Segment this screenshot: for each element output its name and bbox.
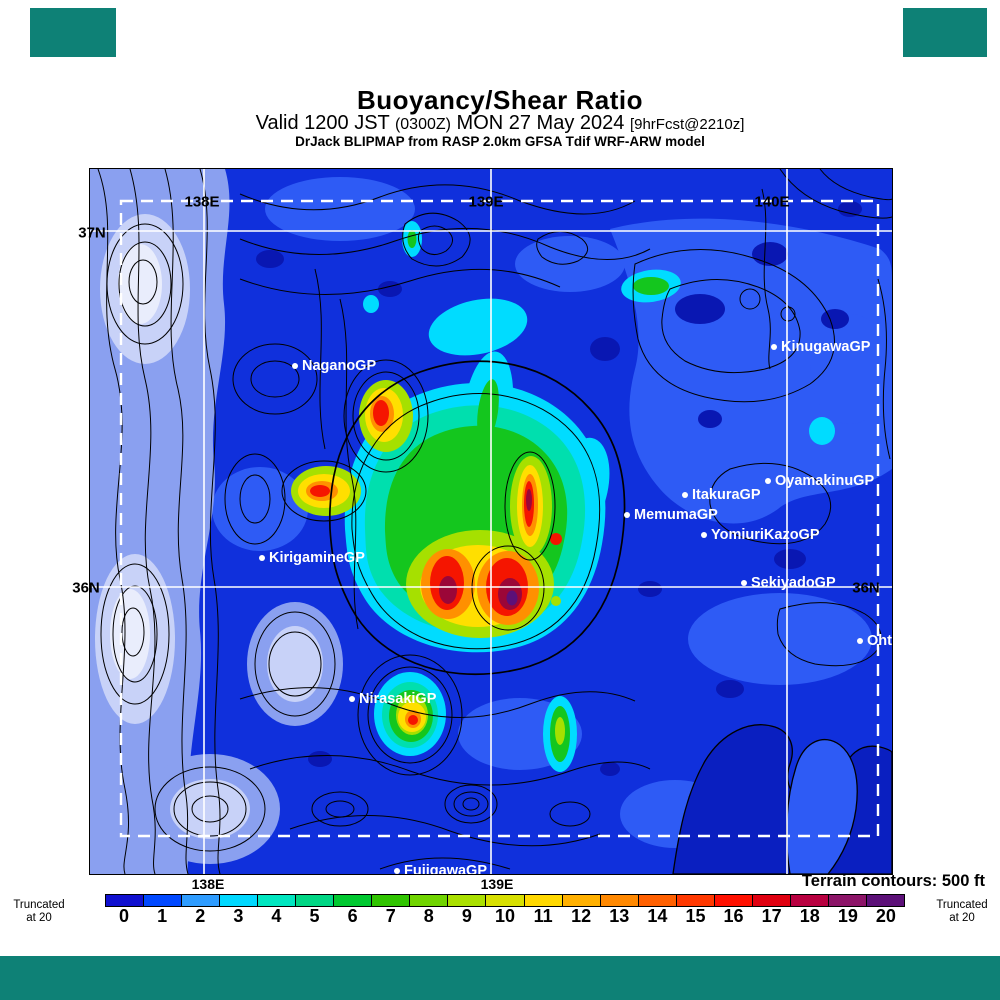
- valid-prefix: Valid 1200 JST: [255, 112, 395, 134]
- site-marker-dot: [857, 638, 863, 644]
- colorbar-segment: [865, 894, 905, 907]
- site-label-fujigawagp: FujigawaGP: [394, 863, 487, 875]
- dark-spots: [256, 201, 862, 776]
- site-name: MemumaGP: [634, 507, 718, 523]
- grid-label-138e: 138E: [184, 193, 220, 211]
- model-line: DrJack BLIPMAP from RASP 2.0km GFSA Tdif…: [295, 134, 705, 149]
- truncated-line2: at 20: [949, 911, 975, 924]
- colorbar-value: 8: [423, 906, 434, 926]
- site-label-nirasakigp: NirasakiGP: [349, 691, 436, 707]
- colorbar-value: 3: [233, 906, 244, 926]
- site-marker-dot: [701, 532, 707, 538]
- colorbar-value: 19: [837, 906, 858, 926]
- colorbar-value: 17: [761, 906, 782, 926]
- colorbar-value: 14: [647, 906, 668, 926]
- valid-fcst: [9hrFcst@2210z]: [629, 116, 745, 133]
- colorbar-value: 11: [533, 906, 553, 926]
- site-name: NirasakiGP: [359, 691, 437, 707]
- site-marker-dot: [765, 478, 771, 484]
- colorbar-value: 2: [195, 906, 206, 926]
- terrain-contours-note: Terrain contours: 500 ft: [801, 872, 985, 890]
- frame-accent-bottom: [0, 956, 1000, 1000]
- site-name: Ohtone: [867, 633, 892, 649]
- colorbar-value: 6: [347, 906, 358, 926]
- grid-label-139e: 139E: [468, 193, 504, 211]
- site-name: OyamakinuGP: [775, 473, 875, 489]
- axis-label-138e: 138E: [191, 876, 225, 892]
- grid-label-36n: 36N: [852, 579, 880, 597]
- frame-accent-top-right: [903, 8, 987, 57]
- valid-date: MON 27 May 2024: [450, 112, 630, 134]
- site-label-kirigaminegp: KirigamineGP: [259, 550, 365, 566]
- purple-core: [506, 590, 518, 606]
- site-label-yomiurikazogp: YomiuriKazoGP: [701, 527, 820, 543]
- axis-label-139e: 139E: [480, 876, 514, 892]
- colorbar-numbers: 0 1 2 3 4 5 6 7 8 9 10 11 12 13 14 15 16 17 18 19 20: [105, 906, 905, 928]
- site-name: SekiyadoGP: [751, 575, 836, 591]
- site-name: ItakuraGP: [692, 487, 761, 503]
- colorbar-truncated-left: Truncated at 20: [6, 899, 72, 924]
- site-marker-dot: [292, 363, 298, 369]
- truncated-line1: Truncated: [13, 899, 65, 911]
- colorbar: [105, 894, 905, 907]
- colorbar-value: 5: [309, 906, 320, 926]
- blipmap-canvas: NaganoGP KirigamineGP NirasakiGP FujigawaGP…: [89, 168, 893, 875]
- site-label-sekiyadogp: SekiyadoGP: [741, 575, 836, 591]
- domain-dashed-border: [119, 199, 880, 838]
- colorbar-value: 12: [571, 906, 592, 926]
- grid-label-140e: 140E: [754, 193, 790, 211]
- colorbar-value: 9: [461, 906, 472, 926]
- site-label-naganogp: NaganoGP: [292, 358, 376, 374]
- site-marker-dot: [394, 868, 400, 874]
- grid-label-36n: 36N: [72, 579, 100, 597]
- colorbar-truncated-right: Truncated at 20: [930, 899, 994, 924]
- map-art: [90, 169, 892, 874]
- truncated-line2: at 20: [26, 911, 52, 924]
- colorbar-value: 16: [723, 906, 744, 926]
- site-marker-dot: [771, 344, 777, 350]
- colorbar-value: 20: [875, 906, 896, 926]
- colorbar-value: 15: [685, 906, 706, 926]
- terrain-contours: [97, 169, 892, 874]
- page-title: Buoyancy/Shear Ratio: [357, 85, 643, 115]
- site-marker-dot: [259, 555, 265, 561]
- lat-lon-gridlines: [90, 169, 892, 874]
- site-label-itakuragp: ItakuraGP: [682, 487, 761, 503]
- site-name: YomiuriKazoGP: [711, 527, 820, 543]
- site-name: NaganoGP: [302, 358, 377, 374]
- site-label-oyamakinugp: OyamakinuGP: [765, 473, 874, 489]
- site-name: KirigamineGP: [269, 550, 365, 566]
- site-label-kinugawagp: KinugawaGP: [771, 339, 870, 355]
- site-name: FujigawaGP: [404, 863, 487, 875]
- site-label-ohtone: Ohtone: [857, 633, 892, 649]
- colorbar-value: 7: [385, 906, 396, 926]
- site-marker-dot: [349, 696, 355, 702]
- site-label-memumagp: MemumaGP: [624, 507, 718, 523]
- grid-label-37n: 37N: [78, 224, 106, 242]
- site-name: KinugawaGP: [781, 339, 871, 355]
- frame-accent-top-left: [30, 8, 116, 57]
- site-marker-dot: [682, 492, 688, 498]
- colorbar-value: 13: [609, 906, 630, 926]
- colorbar-value: 1: [157, 906, 168, 926]
- colorbar-value: 10: [494, 906, 516, 926]
- thermal-hotspots: [291, 221, 835, 772]
- site-marker-dot: [624, 512, 630, 518]
- colorbar-value: 4: [271, 906, 282, 926]
- colorbar-value: 0: [119, 906, 130, 926]
- valid-zulu: (0300Z): [394, 116, 451, 133]
- site-marker-dot: [741, 580, 747, 586]
- colorbar-value: 18: [799, 906, 820, 926]
- valid-time-line: Valid 1200 JST (0300Z) MON 27 May 2024 […: [0, 112, 1000, 135]
- truncated-line1: Truncated: [936, 899, 988, 911]
